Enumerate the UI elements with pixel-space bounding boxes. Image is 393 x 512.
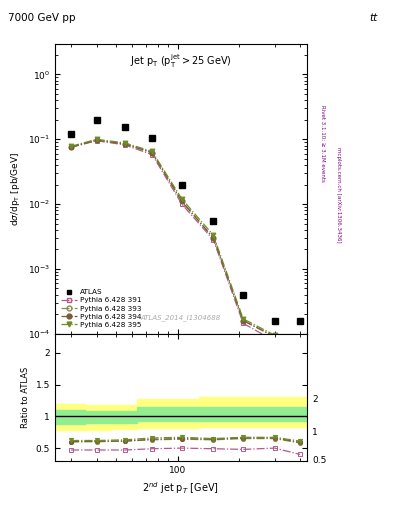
Text: tt: tt [369,13,377,23]
Legend: ATLAS, Pythia 6.428 391, Pythia 6.428 393, Pythia 6.428 394, Pythia 6.428 395: ATLAS, Pythia 6.428 391, Pythia 6.428 39… [59,287,143,330]
Y-axis label: d$\sigma$/dp$_{\rm T}$ [pb/GeV]: d$\sigma$/dp$_{\rm T}$ [pb/GeV] [9,152,22,226]
Text: mcplots.cern.ch [arXiv:1306.3436]: mcplots.cern.ch [arXiv:1306.3436] [336,147,341,242]
Text: Jet p$_{\rm T}$ (p$_{\rm T}^{\rm jet}$$>$25 GeV): Jet p$_{\rm T}$ (p$_{\rm T}^{\rm jet}$$>… [130,52,232,70]
Text: 1: 1 [312,428,318,437]
Text: 0.5: 0.5 [312,456,327,465]
Y-axis label: Ratio to ATLAS: Ratio to ATLAS [21,367,30,428]
Text: ATLAS_2014_I1304688: ATLAS_2014_I1304688 [141,314,221,321]
X-axis label: 2$^{nd}$ jet p$_{T}$ [GeV]: 2$^{nd}$ jet p$_{T}$ [GeV] [142,480,219,496]
Text: 7000 GeV pp: 7000 GeV pp [8,13,75,23]
Text: Rivet 3.1.10; ≥ 3.1M events: Rivet 3.1.10; ≥ 3.1M events [320,105,325,182]
Text: 2: 2 [312,395,318,404]
